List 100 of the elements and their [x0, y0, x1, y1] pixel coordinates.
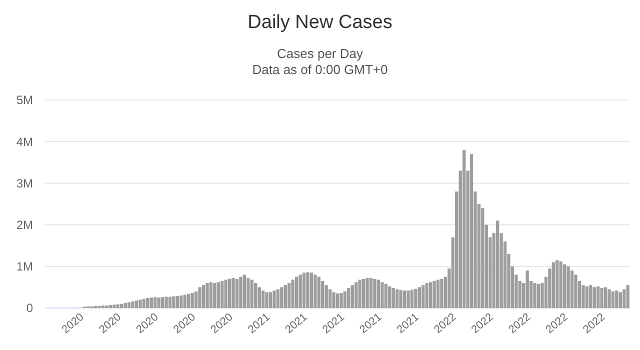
bar: [288, 283, 291, 308]
bar: [232, 278, 235, 308]
bar: [314, 274, 317, 308]
bar: [496, 220, 500, 308]
bar: [150, 298, 153, 308]
bar: [146, 298, 150, 308]
bar: [589, 285, 592, 308]
bar: [180, 296, 183, 308]
bar: [358, 280, 362, 308]
bar: [615, 290, 618, 308]
bar: [134, 300, 138, 308]
bar: [470, 154, 474, 308]
bar: [268, 292, 272, 308]
bar: [422, 285, 425, 308]
bar: [436, 280, 440, 308]
bar: [131, 301, 134, 308]
bar: [336, 293, 340, 308]
bar: [213, 283, 216, 308]
bar: [246, 278, 250, 308]
y-tick-label: 1M: [16, 260, 33, 274]
bar: [559, 261, 562, 308]
bar: [380, 282, 384, 308]
chart-subtitle: Cases per Day Data as of 0:00 GMT+0: [252, 46, 388, 77]
bar: [310, 272, 314, 308]
bar: [388, 286, 392, 308]
bar: [228, 278, 232, 308]
bar: [302, 272, 306, 308]
y-tick-label: 4M: [16, 134, 33, 149]
bar: [265, 292, 268, 308]
bar: [190, 293, 194, 308]
bar: [574, 274, 578, 308]
bar: [157, 298, 160, 308]
bar: [298, 274, 302, 308]
bar: [242, 274, 246, 308]
bar: [410, 290, 414, 308]
y-tick-label: 0: [26, 301, 34, 316]
bar: [183, 294, 186, 308]
bar: [402, 290, 406, 308]
bar: [112, 304, 116, 308]
bar: [321, 280, 324, 308]
bar: [108, 305, 112, 308]
bar: [369, 278, 373, 308]
bar: [216, 282, 220, 308]
bar: [120, 304, 124, 308]
bar: [570, 270, 574, 308]
bar: [418, 287, 421, 308]
bar: [608, 289, 611, 308]
bar: [250, 280, 254, 308]
bar: [425, 283, 428, 308]
bar: [533, 283, 536, 308]
bar: [373, 278, 376, 308]
bar: [168, 296, 172, 308]
bar: [566, 266, 570, 308]
bar: [164, 296, 168, 308]
bar: [536, 284, 540, 308]
bar: [202, 285, 206, 308]
bar: [324, 285, 328, 308]
bar: [392, 288, 395, 308]
bar: [142, 298, 146, 308]
bar: [194, 291, 198, 308]
bar: [376, 280, 380, 308]
bar: [604, 287, 608, 308]
bar: [154, 297, 157, 308]
bar: [176, 296, 180, 308]
bar: [618, 292, 622, 308]
bar: [261, 290, 265, 308]
bar: [280, 287, 284, 308]
bar: [294, 276, 298, 308]
bar: [366, 278, 369, 308]
bar: [291, 280, 294, 308]
bar: [552, 262, 555, 308]
bar: [209, 282, 213, 308]
bar: [611, 291, 615, 308]
bar: [600, 288, 604, 308]
bar: [399, 290, 402, 308]
bar: [585, 286, 588, 308]
bar: [224, 280, 228, 308]
bar: [284, 285, 287, 308]
bar: [462, 150, 466, 308]
bar: [432, 280, 436, 308]
bar: [172, 296, 176, 308]
bar: [235, 278, 239, 308]
bar: [328, 289, 332, 308]
bar: [354, 282, 358, 308]
y-tick-label: 2M: [16, 218, 33, 232]
bar: [343, 291, 347, 308]
bar: [582, 285, 585, 308]
bar: [626, 285, 630, 308]
bar: [206, 283, 209, 308]
bar: [220, 280, 224, 308]
bar: [622, 289, 626, 308]
bar: [562, 264, 566, 308]
bar: [440, 278, 444, 308]
bar: [592, 287, 596, 308]
bar: [239, 276, 242, 308]
bar: [347, 288, 350, 308]
bar: [395, 289, 399, 308]
bar: [138, 300, 142, 308]
bar: [332, 292, 336, 308]
bar: [127, 302, 131, 308]
